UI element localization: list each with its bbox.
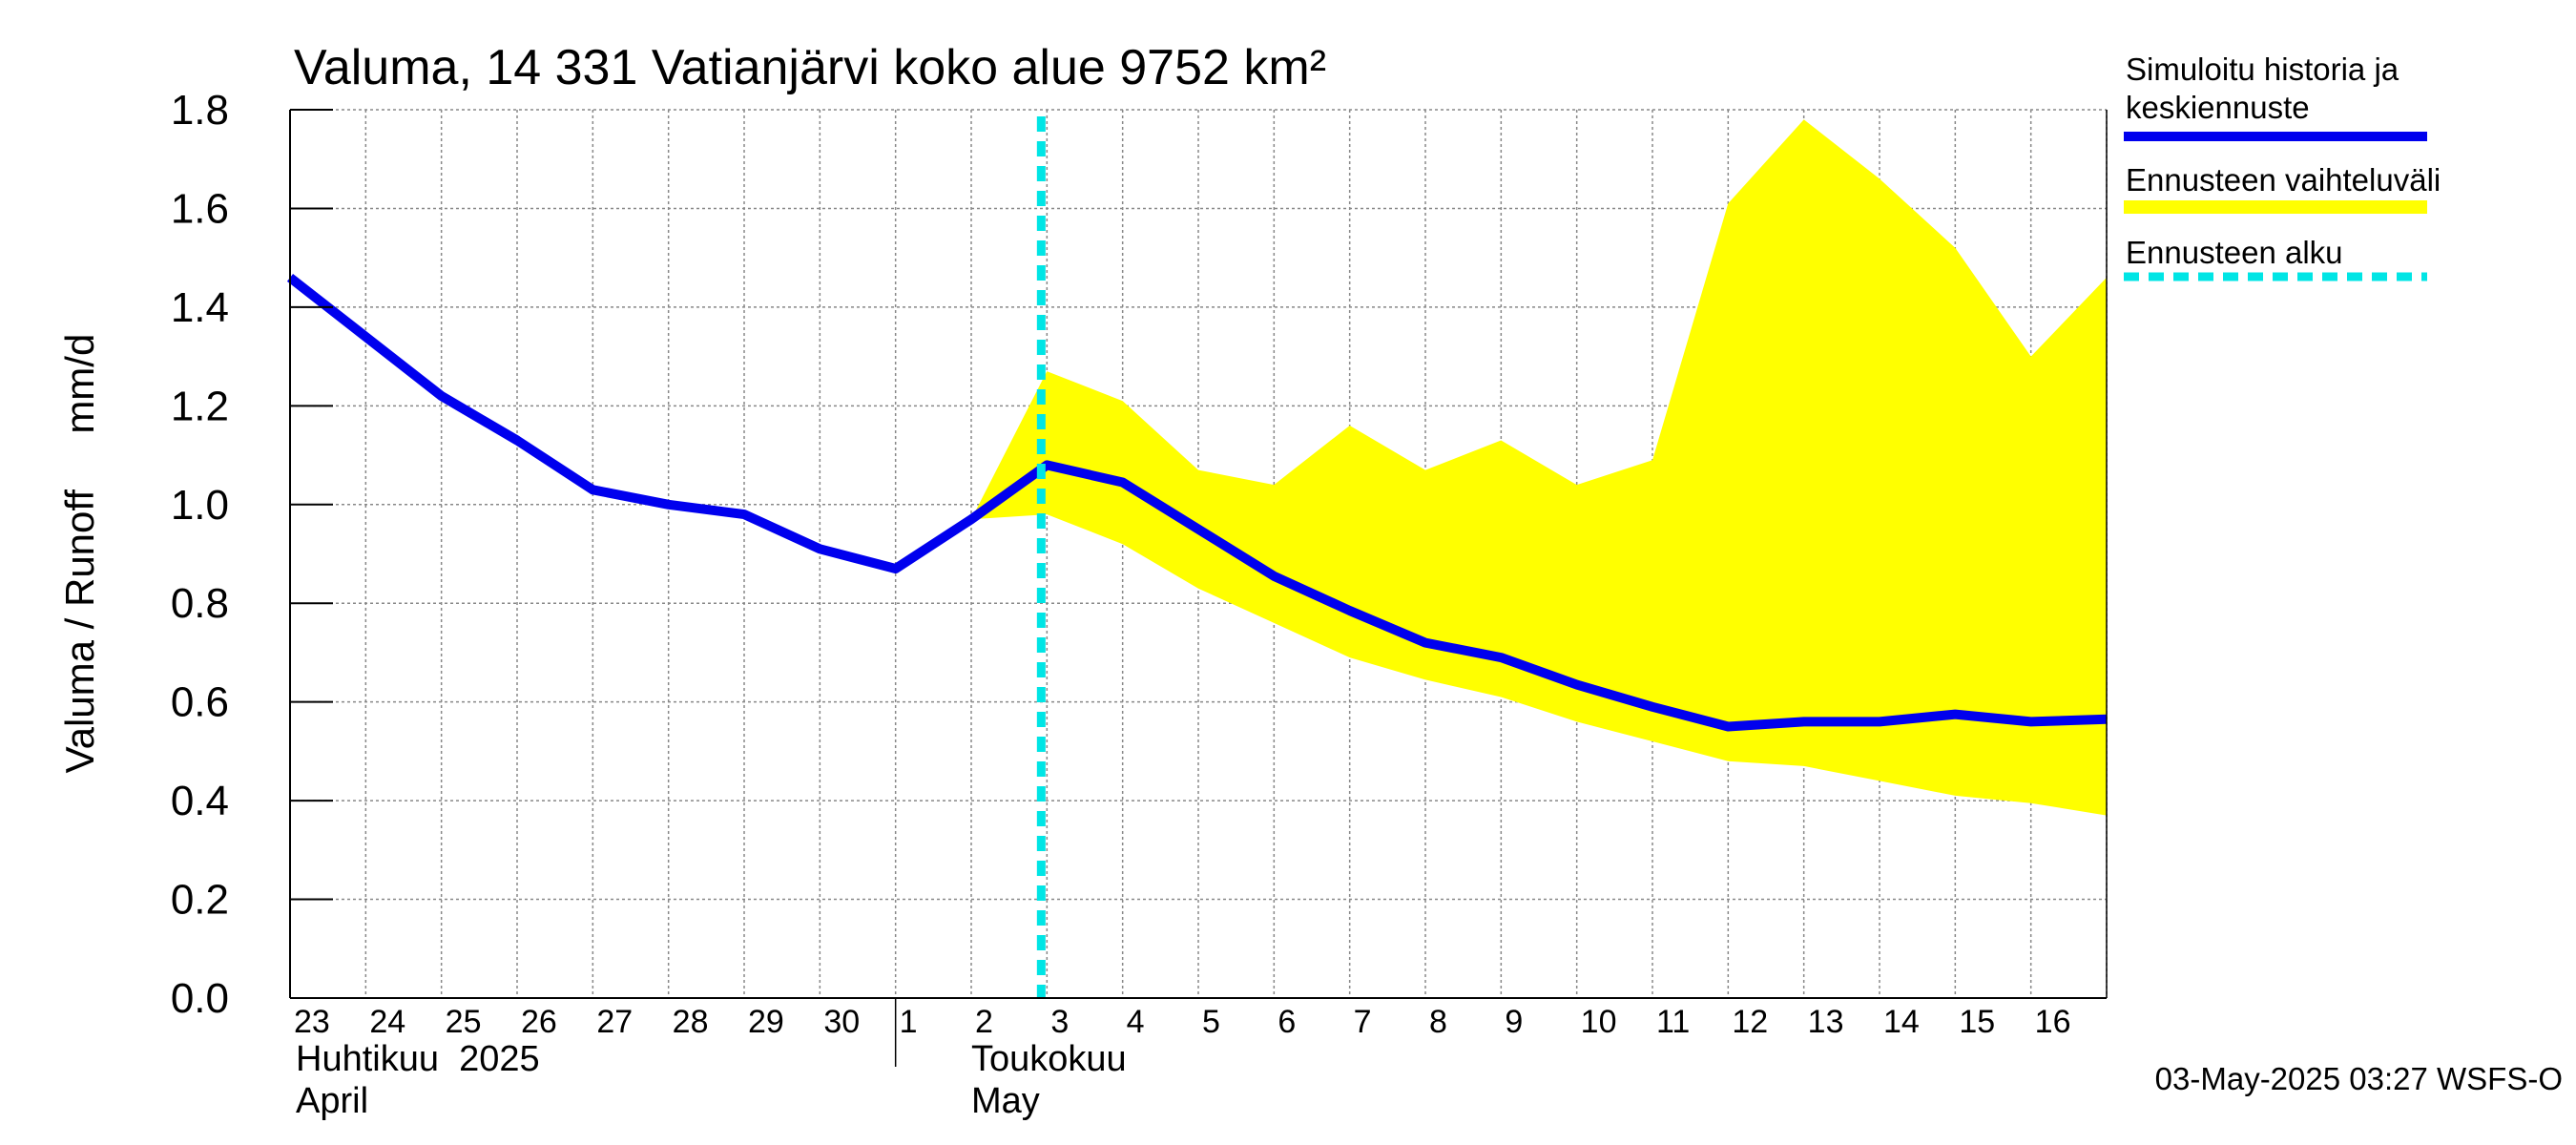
x-tick-label: 25 — [446, 1004, 482, 1040]
x-tick-label: 2 — [975, 1004, 993, 1040]
x-tick-label: 1 — [900, 1004, 918, 1040]
x-tick-label: 15 — [1959, 1004, 1995, 1040]
y-tick-label: 1.2 — [171, 383, 229, 429]
y-tick-label: 0.0 — [171, 975, 229, 1022]
legend: Simuloitu historia ja keskiennuste Ennus… — [2124, 52, 2441, 281]
y-tick-label: 1.8 — [171, 87, 229, 134]
x-tick-label: 11 — [1656, 1004, 1690, 1040]
x-tick-label: 23 — [294, 1004, 330, 1040]
x-tick-label: 26 — [521, 1004, 557, 1040]
y-axis-label: Valuma / Runoff mm/d — [57, 334, 102, 774]
x-tick-label: 3 — [1050, 1004, 1069, 1040]
median-runoff-line — [286, 273, 2108, 732]
month-label-april-en: April — [296, 1081, 368, 1121]
legend-label-range: Ennusteen vaihteluväli — [2126, 162, 2441, 198]
x-tick-label: 10 — [1581, 1004, 1617, 1040]
x-tick-label: 13 — [1808, 1004, 1844, 1040]
y-tick-label: 1.0 — [171, 482, 229, 529]
axes — [289, 109, 2108, 1067]
y-tick-label: 0.4 — [171, 778, 229, 824]
x-tick-label: 9 — [1505, 1004, 1523, 1040]
x-tick-label: 29 — [748, 1004, 784, 1040]
x-tick-labels: 23 24 25 26 27 28 29 30 1 2 3 4 5 6 7 8 9 10 11 12 13 14 15 16 — [294, 1004, 2070, 1040]
chart-title: Valuma, 14 331 Vatianjärvi koko alue 975… — [294, 40, 1326, 95]
median-line-layer — [286, 116, 2108, 998]
month-label-april-fi: Huhtikuu 2025 — [296, 1039, 540, 1079]
timestamp-footer: 03-May-2025 03:27 WSFS-O — [2155, 1061, 2563, 1096]
x-tick-label: 24 — [369, 1004, 405, 1040]
x-tick-label: 27 — [596, 1004, 633, 1040]
legend-swatch-range — [2124, 200, 2427, 214]
x-tick-label: 4 — [1127, 1004, 1145, 1040]
month-label-may-en: May — [971, 1081, 1040, 1121]
y-tick-labels: 0.0 0.2 0.4 0.6 0.8 1.0 1.2 1.4 1.6 1.8 — [171, 87, 229, 1022]
legend-label-line1: Simuloitu historia ja — [2126, 52, 2399, 87]
y-tick-label: 1.4 — [171, 284, 229, 331]
x-tick-label: 5 — [1202, 1004, 1220, 1040]
legend-swatch-median — [2124, 132, 2427, 141]
x-tick-label: 28 — [673, 1004, 709, 1040]
month-label-may-fi: Toukokuu — [971, 1039, 1127, 1079]
y-tick-label: 0.6 — [171, 679, 229, 726]
forecast-range-layer — [971, 119, 2107, 816]
x-tick-label: 12 — [1732, 1004, 1768, 1040]
x-tick-label: 7 — [1354, 1004, 1372, 1040]
x-tick-label: 16 — [2035, 1004, 2071, 1040]
x-tick-label: 8 — [1429, 1004, 1447, 1040]
x-tick-label: 14 — [1883, 1004, 1920, 1040]
y-tick-label: 1.6 — [171, 185, 229, 232]
y-tick-label: 0.8 — [171, 580, 229, 627]
forecast-range-area — [971, 119, 2107, 816]
x-tick-label: 30 — [823, 1004, 860, 1040]
x-tick-label: 6 — [1278, 1004, 1296, 1040]
legend-label-line2: keskiennuste — [2126, 90, 2310, 125]
y-tick-label: 0.2 — [171, 877, 229, 924]
legend-label-forecast-start: Ennusteen alku — [2126, 235, 2343, 270]
